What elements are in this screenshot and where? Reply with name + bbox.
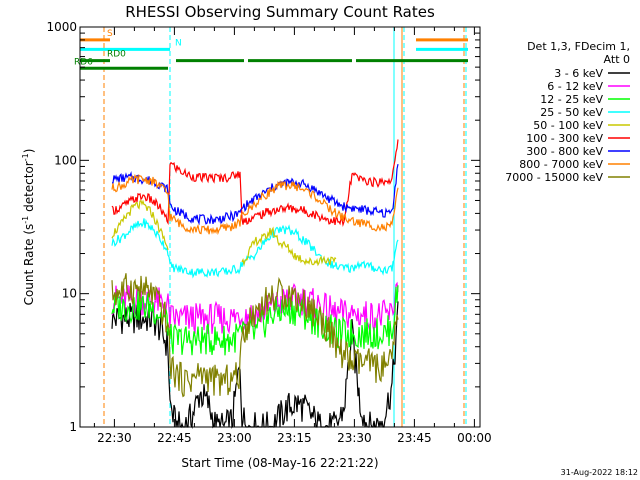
legend-header-line2: Att 0	[604, 53, 630, 66]
x-tick-label-4: 23:30	[337, 431, 372, 445]
legend-label-100-300-keV: 100 - 300 keV	[526, 132, 603, 145]
chart-title: RHESSI Observing Summary Count Rates	[125, 3, 435, 21]
y-tick-label-3: 1000	[46, 20, 77, 34]
state-label-rd6: RD6	[74, 57, 93, 67]
series-line-800-7000-keV	[111, 173, 399, 236]
y-axis-label-sup2: -1	[21, 153, 30, 161]
legend-header-line1: Det 1,3, FDecim 1,	[527, 40, 630, 53]
x-tick-label-5: 23:45	[397, 431, 432, 445]
legend-label-800-7000-keV: 800 - 7000 keV	[519, 158, 603, 171]
series-line-25-50-keV	[111, 218, 399, 279]
plot-frame	[79, 26, 481, 428]
legend-label-25-50-keV: 25 - 50 keV	[540, 106, 603, 119]
state-label-n: N	[175, 38, 182, 48]
legend-label-7000-15000-keV: 7000 - 15000 keV	[505, 171, 603, 184]
y-axis-label-main: Count Rate (s	[22, 224, 36, 306]
legend-label-6-12-keV: 6 - 12 keV	[547, 80, 603, 93]
series-line-50-100-keV	[111, 199, 337, 267]
y-axis-label-mid: detector	[22, 161, 36, 216]
x-tick-label-0: 22:30	[97, 431, 132, 445]
y-tick-label-1: 10	[62, 287, 77, 301]
series-line-100-300-keV	[111, 139, 399, 228]
series-line-7000-15000-keV	[111, 273, 399, 398]
x-axis-label: Start Time (08-May-16 22:21:22)	[181, 456, 378, 470]
legend-label-50-100-keV: 50 - 100 keV	[533, 119, 603, 132]
time-marker-lines	[79, 27, 467, 427]
instrument-state-bars: S N RD0 RD6	[74, 29, 468, 70]
state-label-rd0: RD0	[107, 50, 126, 60]
x-tick-label-6: 00:00	[457, 431, 492, 445]
series-lines	[111, 139, 399, 430]
y-tick-label-0: 1	[69, 420, 77, 434]
footer-timestamp: 31-Aug-2022 18:12	[561, 468, 638, 477]
x-tick-label-1: 22:45	[157, 431, 192, 445]
legend-label-300-800-keV: 300 - 800 keV	[526, 145, 603, 158]
series-line-12-25-keV	[111, 285, 399, 356]
y-axis-label-sup1: -1	[21, 216, 30, 224]
legend-label-3-6-keV: 3 - 6 keV	[554, 67, 603, 80]
x-tick-label-2: 23:00	[217, 431, 252, 445]
y-tick-label-2: 100	[54, 153, 77, 167]
y-axis-label-end: )	[22, 149, 36, 154]
x-tick-label-3: 23:15	[277, 431, 312, 445]
state-label-s: S	[107, 29, 113, 39]
legend-label-12-25-keV: 12 - 25 keV	[540, 93, 603, 106]
y-axis-label: Count Rate (s-1 detector-1)	[21, 149, 36, 306]
axis-ticks: 22:30 22:45 23:00 23:15 23:30 23:45 00:00 1 10 10…	[46, 20, 491, 445]
